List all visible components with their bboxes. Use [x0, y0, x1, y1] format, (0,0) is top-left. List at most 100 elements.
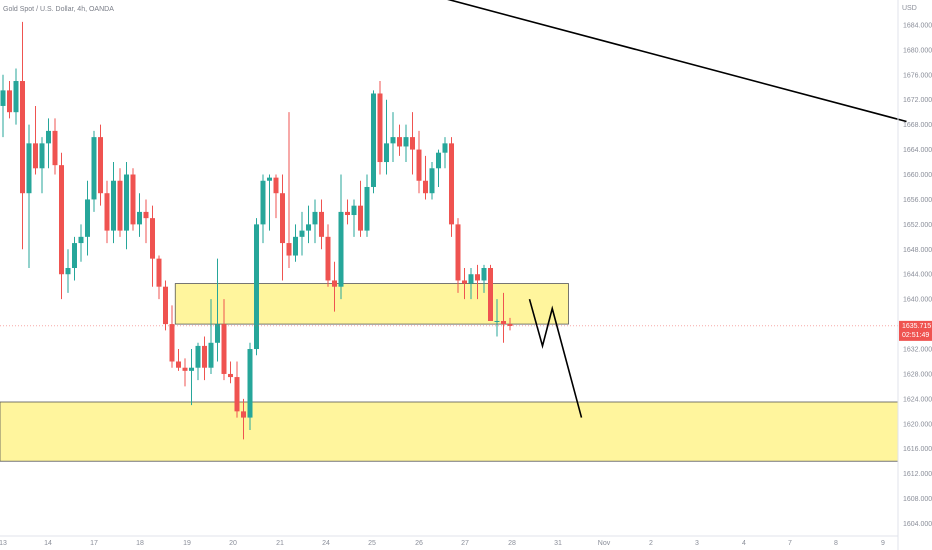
time-tick-label: 7: [788, 540, 792, 547]
candle: [390, 112, 396, 163]
candle-body: [475, 274, 480, 281]
candle-body: [163, 286, 168, 325]
candle-body: [481, 268, 487, 281]
candle-body: [468, 274, 474, 284]
candle: [156, 255, 162, 300]
candle-body: [306, 224, 311, 231]
candle-body: [241, 411, 246, 418]
candle-body: [260, 180, 266, 225]
candle: [215, 258, 220, 362]
price-tick-label: 1612.000: [903, 471, 932, 478]
candle: [52, 118, 58, 175]
price-tick-label: 1628.000: [903, 371, 932, 378]
candle: [403, 124, 409, 163]
candle: [371, 90, 376, 194]
candle-body: [150, 218, 155, 259]
candle: [449, 137, 454, 237]
candle: [494, 299, 500, 337]
candle-body: [13, 81, 19, 113]
price-tick-label: 1648.000: [903, 247, 932, 254]
candle: [130, 168, 136, 231]
price-tick-label: 1644.000: [903, 272, 932, 279]
candle-body: [299, 230, 305, 237]
candle-body: [364, 186, 370, 231]
candle: [468, 268, 474, 300]
candle: [0, 74, 6, 138]
candle-body: [124, 174, 129, 231]
time-axis[interactable]: 13 14 17 18 19 20 21 24 25 26 27 28 31 Nov 2 3 4 7 8 9: [0, 540, 885, 547]
time-tick-label: 26: [415, 540, 423, 547]
price-tick-label: 1680.000: [903, 47, 932, 54]
candle-body: [371, 93, 376, 187]
candle-body: [137, 211, 142, 225]
candle: [221, 299, 227, 381]
candle: [436, 149, 441, 187]
candle-body: [390, 137, 396, 144]
candle-body: [507, 324, 513, 326]
candle-body: [338, 211, 344, 287]
candle-body: [0, 90, 6, 106]
time-tick-label: 19: [183, 540, 191, 547]
candle-body: [501, 320, 506, 325]
time-tick-label: 13: [0, 540, 7, 547]
candle-body: [273, 177, 279, 194]
time-tick-label: 2: [649, 540, 653, 547]
price-axis[interactable]: 1684.000 1680.000 1676.000 1672.000 1668.000…: [903, 22, 932, 528]
candle-body: [33, 143, 38, 169]
candle-body: [397, 137, 402, 147]
candle: [163, 280, 168, 331]
bar-countdown: 02:51:49: [902, 332, 929, 339]
candle-body: [429, 168, 435, 194]
candle-body: [169, 324, 175, 362]
support-zone-2[interactable]: [0, 401, 899, 462]
candle-body: [286, 243, 292, 256]
time-tick-label: 21: [276, 540, 284, 547]
candle-body: [130, 174, 136, 225]
candle-body: [403, 137, 409, 147]
projection-path[interactable]: [528, 298, 583, 418]
candle: [137, 193, 142, 237]
time-tick-label: 25: [368, 540, 376, 547]
candle: [507, 317, 513, 331]
candle: [267, 174, 272, 231]
candle: [117, 168, 123, 237]
support-zone-1[interactable]: [174, 283, 569, 325]
candle: [65, 249, 71, 293]
candle: [488, 264, 493, 321]
candle: [423, 155, 428, 200]
price-tick-label: 1652.000: [903, 222, 932, 229]
candle: [273, 174, 279, 219]
candle: [46, 118, 51, 169]
time-tick-label: 8: [834, 540, 838, 547]
candle-body: [111, 180, 116, 231]
candle-body: [176, 361, 181, 368]
price-tick-label: 1640.000: [903, 297, 932, 304]
candle: [332, 261, 337, 312]
candle: [306, 205, 311, 244]
trend-line[interactable]: [439, 0, 907, 123]
candle: [85, 180, 90, 256]
candle-body: [312, 211, 318, 225]
candle: [176, 349, 181, 371]
candle-body: [156, 258, 162, 287]
candle: [150, 205, 155, 287]
candle-body: [52, 130, 58, 166]
candle-body: [104, 193, 110, 231]
price-tick-label: 1608.000: [903, 496, 932, 503]
candle: [98, 124, 103, 206]
candle: [377, 81, 383, 175]
candle: [501, 292, 506, 343]
candle-body: [280, 193, 285, 244]
price-tick-label: 1660.000: [903, 172, 932, 179]
candle-body: [46, 130, 51, 144]
time-tick-label: 24: [322, 540, 330, 547]
candle-body: [117, 180, 123, 231]
candle-body: [462, 280, 467, 284]
candle-body: [254, 224, 259, 350]
time-tick-label: 28: [508, 540, 516, 547]
symbol-title: Gold Spot / U.S. Dollar, 4h, OANDA: [3, 6, 114, 13]
candle: [26, 124, 32, 268]
currency-label: USD: [902, 5, 917, 12]
candle-body: [384, 143, 389, 163]
